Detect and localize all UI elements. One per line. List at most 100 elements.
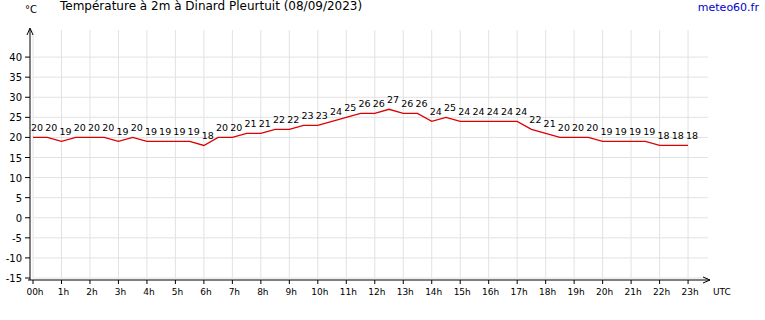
data-label: 20 xyxy=(31,122,43,133)
grid-line xyxy=(33,257,708,258)
grid-line xyxy=(232,30,233,278)
data-label: 20 xyxy=(230,122,242,133)
x-tick-label: 10h xyxy=(311,287,328,297)
data-label: 18 xyxy=(672,130,684,141)
x-tick xyxy=(175,280,176,284)
data-label: 20 xyxy=(586,122,598,133)
data-label: 21 xyxy=(245,118,257,129)
y-tick xyxy=(25,257,30,258)
x-tick-label: 12h xyxy=(368,287,385,297)
x-tick-label: 8h xyxy=(257,287,268,297)
grid-line xyxy=(317,30,318,278)
y-tick xyxy=(25,97,30,98)
y-tick-label: 0 xyxy=(16,213,22,224)
y-tick xyxy=(25,237,30,238)
x-tick xyxy=(203,280,204,284)
x-tick xyxy=(232,280,233,284)
data-label: 20 xyxy=(216,122,228,133)
x-tick-label: 00h xyxy=(26,287,43,297)
grid-line xyxy=(33,197,708,198)
x-tick-label: 15h xyxy=(454,287,471,297)
data-label: 20 xyxy=(131,122,143,133)
y-tick xyxy=(25,278,30,279)
data-label: 23 xyxy=(316,110,328,121)
x-tick-label: 11h xyxy=(340,287,357,297)
x-tick xyxy=(545,280,546,284)
y-tick-label: 25 xyxy=(9,112,22,123)
y-tick-label: 35 xyxy=(9,72,22,83)
x-tick xyxy=(346,280,347,284)
data-label: 22 xyxy=(273,114,285,125)
title: Température à 2m à Dinard Pleurtuit (08/… xyxy=(59,0,362,13)
grid-line xyxy=(118,30,119,278)
y-tick xyxy=(25,77,30,78)
data-label: 26 xyxy=(415,98,427,109)
grid-line xyxy=(33,117,708,118)
grid xyxy=(33,30,708,278)
x-tick-label: 21h xyxy=(625,287,642,297)
grid-line xyxy=(61,30,62,278)
data-label: 19 xyxy=(643,126,655,137)
data-label: 26 xyxy=(401,98,413,109)
x-tick xyxy=(89,280,90,284)
x-tick-label: 20h xyxy=(596,287,613,297)
x-tick xyxy=(431,280,432,284)
y-tick-label: 30 xyxy=(9,92,22,103)
grid-line xyxy=(346,30,347,278)
x-tick-label: 9h xyxy=(286,287,297,297)
chart: -15-10-5051015202530354000h1h2h3h4h5h6h7… xyxy=(0,0,765,320)
grid-line xyxy=(260,30,261,278)
grid-line xyxy=(545,30,546,278)
x-tick xyxy=(631,280,632,284)
y-tick-label: 20 xyxy=(9,132,22,143)
x-tick xyxy=(118,280,119,284)
grid-line xyxy=(460,30,461,278)
grid-line xyxy=(33,157,708,158)
x-tick xyxy=(574,280,575,284)
x-tick xyxy=(33,280,34,284)
y-tick xyxy=(25,197,30,198)
y-tick-label: 40 xyxy=(9,52,22,63)
data-label: 24 xyxy=(458,106,470,117)
grid-line xyxy=(33,177,708,178)
y-tick xyxy=(25,137,30,138)
x-tick xyxy=(517,280,518,284)
data-label: 20 xyxy=(45,122,57,133)
data-label: 20 xyxy=(74,122,86,133)
data-label: 22 xyxy=(287,114,299,125)
data-label: 18 xyxy=(686,130,698,141)
y-tick xyxy=(25,117,30,118)
data-label: 25 xyxy=(444,102,456,113)
data-label: 25 xyxy=(344,102,356,113)
x-tick-label: 19h xyxy=(568,287,585,297)
data-label: 24 xyxy=(430,106,442,117)
x-tick-label: 4h xyxy=(143,287,154,297)
grid-line xyxy=(33,77,708,78)
y-tick xyxy=(25,217,30,218)
data-label: 19 xyxy=(601,126,613,137)
x-tick-label: 14h xyxy=(425,287,442,297)
y-tick-label: -10 xyxy=(6,253,22,264)
data-labels: 2020192020201920191919191820202121222223… xyxy=(31,94,698,141)
data-label: 24 xyxy=(487,106,499,117)
x-tick-label: 1h xyxy=(58,287,69,297)
grid-line xyxy=(33,278,708,279)
y-tick-label: -5 xyxy=(12,233,22,244)
x-tick xyxy=(317,280,318,284)
x-tick xyxy=(460,280,461,284)
temperature-line xyxy=(33,109,688,145)
source: meteo60.fr xyxy=(698,1,760,14)
x-tick xyxy=(289,280,290,284)
x-tick-label: 16h xyxy=(482,287,499,297)
series xyxy=(33,109,688,145)
y-tick xyxy=(25,57,30,58)
x-tick-label: 6h xyxy=(200,287,211,297)
data-label: 19 xyxy=(173,126,185,137)
grid-line xyxy=(688,30,689,278)
data-label: 19 xyxy=(629,126,641,137)
x-tick-label: 23h xyxy=(681,287,698,297)
y-tick-label: 15 xyxy=(9,153,22,164)
y-axis-label: °C xyxy=(25,4,37,15)
x-tick-label: 13h xyxy=(397,287,414,297)
grid-line xyxy=(203,30,204,278)
